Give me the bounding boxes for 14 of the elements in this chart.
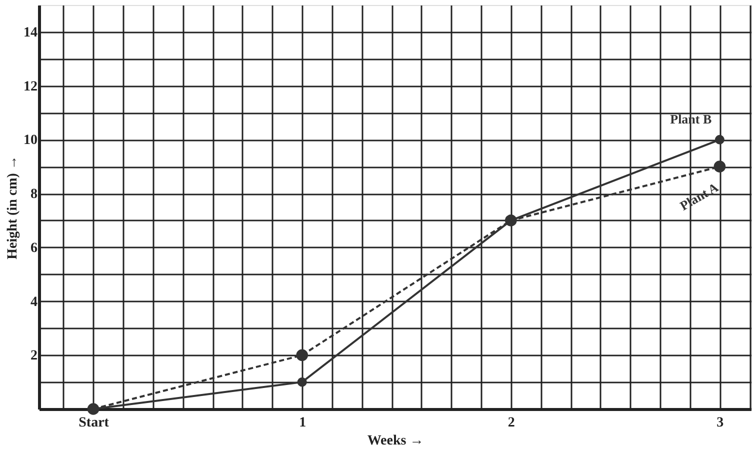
y-tick-label: 12 <box>24 79 38 94</box>
y-tick-label: 10 <box>24 133 38 148</box>
x-tick-label: 3 <box>716 416 724 430</box>
x-tick-label: 1 <box>299 416 306 430</box>
text: Plant A <box>677 179 722 214</box>
y-axis-title: Height (in cm) → <box>6 156 20 260</box>
y-tick-label: 8 <box>30 187 38 202</box>
x-axis-title: Weeks → <box>367 434 424 448</box>
y-tick-label: 14 <box>24 25 38 40</box>
y-tick-label: 6 <box>30 240 38 256</box>
y-tick-label: 4 <box>30 294 38 310</box>
x-tick-label: Start <box>78 416 110 430</box>
x-tick-label: 2 <box>508 416 515 430</box>
y-tick-label: 2 <box>30 348 38 364</box>
